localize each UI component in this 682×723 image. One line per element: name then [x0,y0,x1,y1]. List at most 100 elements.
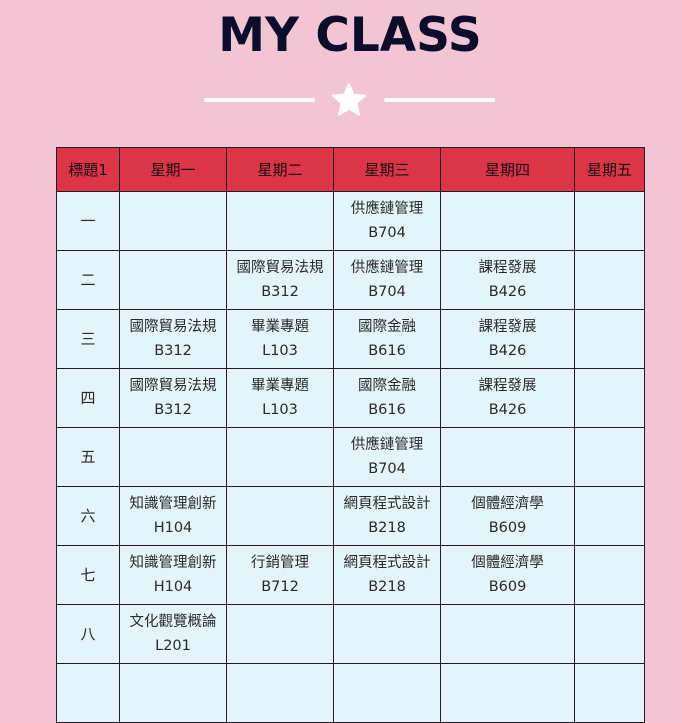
period-label [56,663,120,723]
course-room: B218 [368,520,406,536]
schedule-cell-wednesday [333,663,441,723]
course-name: 個體經濟學 [471,496,544,512]
header-period: 標題1 [56,147,120,192]
schedule-cell-thursday: 課程發展 B426 [440,309,575,369]
schedule-cell-thursday: 個體經濟學 B609 [440,545,575,605]
schedule-cell-tuesday [226,427,334,487]
schedule-cell-thursday [440,604,575,664]
course-room: H104 [153,520,193,536]
schedule-cell-friday [574,486,645,546]
course-room: B426 [488,284,527,300]
table-row: 七知識管理創新 H104 行銷管理 B712 網頁程式設計 B218 個體經濟學 B609 [56,545,645,605]
table-row: 三國際貿易法規 B312 畢業專題 L103 國際金融 B616 課程發展 B426 [56,309,645,369]
course-name: 知識管理創新 [129,555,217,571]
divider-line-right [384,98,495,102]
header-tuesday: 星期二 [226,147,334,192]
schedule-cell-wednesday: 國際金融 B616 [333,309,441,369]
schedule-cell-monday: 知識管理創新 H104 [119,545,227,605]
table-row: 五 供應鏈管理 B704 [56,427,645,487]
schedule-header: 標題1 星期一 星期二 星期三 星期四 星期五 [56,147,645,192]
schedule-cell-tuesday [226,604,334,664]
course-room: B704 [368,225,406,241]
course-name: 文化觀覽概論 [129,614,217,630]
schedule-cell-monday: 文化觀覽概論 L201 [119,604,227,664]
course-room: B218 [368,579,406,595]
course-name: 知識管理創新 [129,496,217,512]
course-name: 課程發展 [478,260,537,276]
schedule-cell-thursday [440,191,575,251]
table-row: 二 國際貿易法規 B312 供應鏈管理 B704 課程發展 B426 [56,250,645,310]
schedule-cell-friday [574,604,645,664]
course-room: B312 [154,402,192,418]
schedule-cell-wednesday: 網頁程式設計 B218 [333,486,441,546]
title-divider [0,82,682,118]
star-icon [332,83,366,116]
table-row [56,663,645,723]
schedule-cell-tuesday [226,486,334,546]
page-title: MY CLASS [218,8,482,63]
schedule-cell-wednesday: 網頁程式設計 B218 [333,545,441,605]
schedule-cell-tuesday: 畢業專題 L103 [226,309,334,369]
schedule-cell-thursday: 課程發展 B426 [440,368,575,428]
course-name: 國際貿易法規 [236,260,324,276]
schedule-table-container: 標題1 星期一 星期二 星期三 星期四 星期五 一供應鏈管理 B704 二國際貿易法… [56,147,645,723]
course-name: 供應鏈管理 [350,437,424,453]
schedule-cell-friday [574,427,645,487]
course-room: B704 [368,461,406,477]
course-name: 行銷管理 [251,555,309,571]
course-room: B704 [368,284,406,300]
schedule-cell-friday [574,663,645,723]
schedule-cell-monday [119,427,227,487]
schedule-cell-friday [574,368,645,428]
schedule-cell-tuesday: 畢業專題 L103 [226,368,334,428]
schedule-cell-thursday: 課程發展 B426 [440,250,575,310]
header-monday: 星期一 [119,147,227,192]
schedule-cell-friday [574,191,645,251]
schedule-cell-monday [119,250,227,310]
schedule-cell-wednesday: 供應鏈管理 B704 [333,191,441,251]
schedule-cell-tuesday [226,663,334,723]
course-name: 課程發展 [478,378,537,394]
header-row: 標題1 星期一 星期二 星期三 星期四 星期五 [56,147,645,192]
schedule-cell-thursday: 個體經濟學 B609 [440,486,575,546]
schedule-cell-monday [119,191,227,251]
table-row: 四國際貿易法規 B312 畢業專題 L103 國際金融 B616 課程發展 B426 [56,368,645,428]
course-room: B426 [488,343,527,359]
schedule-cell-tuesday [226,191,334,251]
course-room: B616 [368,402,406,418]
course-room: B426 [488,402,527,418]
header-wednesday: 星期三 [333,147,441,192]
period-label: 四 [56,368,120,428]
schedule-cell-thursday [440,427,575,487]
schedule-cell-monday [119,663,227,723]
schedule-cell-friday [574,309,645,369]
course-name: 課程發展 [478,319,537,335]
schedule-cell-monday: 國際貿易法規 B312 [119,309,227,369]
schedule-table: 標題1 星期一 星期二 星期三 星期四 星期五 一供應鏈管理 B704 二國際貿易法… [56,147,645,723]
schedule-cell-wednesday: 供應鏈管理 B704 [333,427,441,487]
schedule-cell-tuesday: 國際貿易法規 B312 [226,250,334,310]
course-name: 畢業專題 [251,378,309,394]
course-name: 國際貿易法規 [129,319,217,335]
course-room: B312 [154,343,192,359]
course-room: B712 [261,579,299,595]
course-name: 國際貿易法規 [129,378,217,394]
header-thursday: 星期四 [440,147,575,192]
course-name: 國際金融 [358,319,416,335]
table-row: 八文化觀覽概論 L201 [56,604,645,664]
course-room: L103 [262,402,298,418]
course-name: 網頁程式設計 [343,555,431,571]
schedule-cell-monday: 知識管理創新 H104 [119,486,227,546]
period-label: 七 [56,545,120,605]
course-name: 畢業專題 [251,319,309,335]
course-room: L103 [262,343,298,359]
divider-line-left [204,98,315,102]
period-label: 五 [56,427,120,487]
period-label: 一 [56,191,120,251]
table-row: 一 供應鏈管理 B704 [56,191,645,251]
schedule-cell-friday [574,250,645,310]
course-name: 供應鏈管理 [350,201,424,217]
schedule-cell-friday [574,545,645,605]
header-friday: 星期五 [574,147,645,192]
course-room: B609 [488,579,527,595]
